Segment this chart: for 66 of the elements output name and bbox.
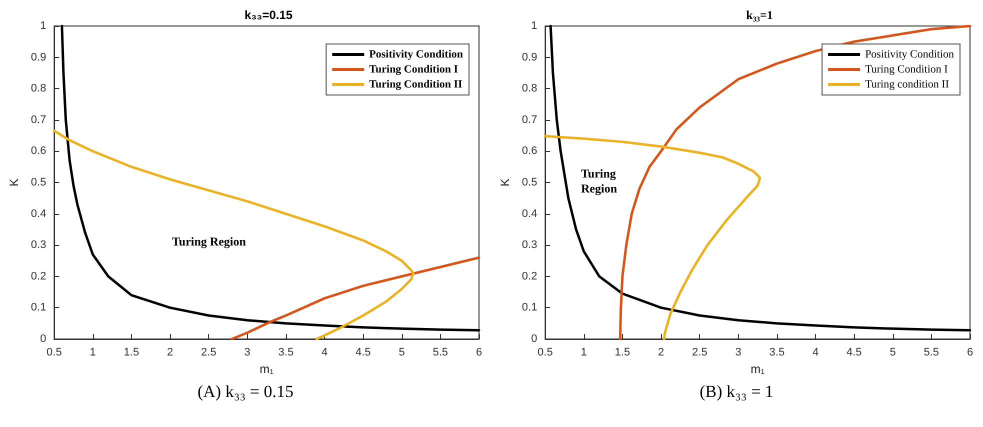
legend-label: Turing Condition II xyxy=(369,78,462,90)
x-tick-label: 1 xyxy=(90,346,96,358)
y-tick-label: 0.6 xyxy=(30,145,46,158)
x-tick-label: 4 xyxy=(812,346,819,358)
x-tick-label: 4.5 xyxy=(846,346,862,358)
y-axis-title: K xyxy=(498,178,512,187)
x-tick-label: 6 xyxy=(966,346,974,358)
chart-title: k₃₃=0.15 xyxy=(244,8,293,22)
y-tick-label: 0.2 xyxy=(522,270,538,282)
y-tick-label: 0.4 xyxy=(522,208,538,220)
x-tick-label: 4 xyxy=(321,346,328,358)
legend-label: Turing condition II xyxy=(865,78,950,90)
y-tick-label: 0.7 xyxy=(30,114,46,126)
annotation: Turing Region xyxy=(172,234,246,248)
y-tick-label: 0 xyxy=(531,333,538,345)
x-tick-label: 4.5 xyxy=(355,346,371,358)
x-tick-label: 2 xyxy=(658,346,664,358)
line-series xyxy=(544,134,762,340)
y-tick-label: 0.3 xyxy=(30,239,46,252)
chart-title: k₃₃=1 xyxy=(746,8,773,22)
y-tick-label: 0.1 xyxy=(522,302,538,314)
y-tick-label: 0.9 xyxy=(522,51,538,64)
x-axis-title: m₁ xyxy=(260,362,274,376)
x-tick-label: 6 xyxy=(476,346,482,358)
line-series xyxy=(618,24,972,340)
x-tick-label: 3 xyxy=(244,346,250,358)
x-tick-label: 5 xyxy=(398,346,405,358)
y-tick-label: 0 xyxy=(40,333,46,345)
y-tick-label: 0.8 xyxy=(522,82,538,95)
x-tick-label: 5 xyxy=(890,346,896,358)
y-tick-label: 0.6 xyxy=(522,145,538,158)
line-series xyxy=(230,256,480,340)
x-tick-label: 3.5 xyxy=(278,346,294,358)
x-tick-label: 1 xyxy=(580,346,587,358)
y-tick-label: 1 xyxy=(40,20,46,32)
x-tick-label: 3.5 xyxy=(769,346,785,358)
y-tick-label: 0.7 xyxy=(522,114,538,126)
x-tick-label: 2.5 xyxy=(201,346,216,358)
text: (B) k₃₃ = 1 xyxy=(700,382,774,401)
legend-label: Turing Condition I xyxy=(865,64,948,76)
text: (A) k₃₃ = 0.15 xyxy=(197,382,294,401)
x-tick-label: 2 xyxy=(166,346,174,358)
line-series xyxy=(52,130,415,340)
y-tick-label: 0.1 xyxy=(30,302,46,314)
legend-label: Positivity Condition xyxy=(369,48,464,60)
y-tick-label: 0.8 xyxy=(30,82,46,95)
y-tick-label: 0.9 xyxy=(30,51,46,64)
y-tick-label: 0.4 xyxy=(30,208,46,220)
y-tick-label: 0.2 xyxy=(30,270,46,282)
x-tick-label: 5.5 xyxy=(432,346,448,358)
legend-label: Turing Condition I xyxy=(369,64,458,76)
x-tick-label: 2.5 xyxy=(692,346,708,358)
y-tick-label: 0.5 xyxy=(30,176,46,188)
x-tick-label: 1.5 xyxy=(124,346,140,358)
legend-label: Positivity Condition xyxy=(865,48,954,60)
y-tick-label: 0.5 xyxy=(522,176,538,188)
x-tick-label: 1.5 xyxy=(614,346,630,358)
y-axis-title: K xyxy=(7,178,21,187)
y-tick-label: 1 xyxy=(531,20,538,32)
x-axis-title: m₁ xyxy=(750,362,765,376)
line-series xyxy=(60,24,480,332)
annotation: Turing Region xyxy=(581,166,619,196)
x-tick-label: 5.5 xyxy=(924,346,940,358)
line-series xyxy=(549,24,972,332)
x-tick-label: 3 xyxy=(735,346,742,358)
y-tick-label: 0.3 xyxy=(522,239,538,252)
